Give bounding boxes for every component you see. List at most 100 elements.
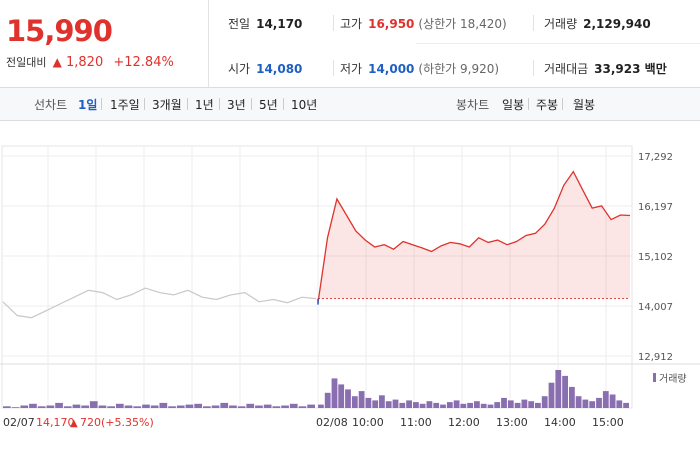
volume-bar [372, 400, 379, 408]
price-series-line [317, 170, 631, 303]
volume-bar [89, 401, 98, 408]
volume-bar [37, 406, 46, 408]
volume-bar [569, 386, 575, 408]
x-tick-label: 11:00 [400, 416, 432, 429]
tab-1day[interactable]: 1일 [78, 98, 98, 112]
volume-bar [528, 401, 535, 408]
volume-bar [281, 405, 289, 408]
chart-grid [0, 145, 700, 409]
volume-bar [494, 402, 501, 408]
volume-bar [46, 405, 55, 408]
volume-bar [142, 404, 150, 408]
volume-bar [72, 404, 81, 408]
y-tick-label: 17,292 [638, 152, 673, 163]
volume-legend-label: 거래량 [659, 373, 687, 385]
volume-bar [331, 378, 338, 408]
volume-bar [602, 391, 609, 408]
volume-bar [453, 400, 460, 408]
volume-bar [29, 403, 37, 408]
volume-bar [20, 405, 29, 408]
tab-1week[interactable]: 1주일 [110, 98, 140, 112]
volume-bar [318, 404, 324, 408]
volume-bar [345, 389, 351, 408]
volume-bar [237, 406, 246, 408]
volume-bar [548, 382, 555, 408]
volume-bar [419, 403, 426, 408]
volume-bar [3, 406, 11, 408]
volume-bar [487, 404, 494, 408]
volume-bar [365, 397, 372, 408]
volume-bar [460, 403, 467, 408]
tab-daily-candle[interactable]: 일봉 [502, 98, 525, 112]
y-tick-label: 15,102 [638, 252, 673, 263]
volume-bar [609, 394, 616, 408]
tab-10year[interactable]: 10년 [291, 98, 318, 112]
x-tick-label: 14:00 [544, 416, 576, 429]
plot-frame [1, 145, 633, 409]
tab-3year[interactable]: 3년 [227, 98, 246, 112]
x-axis-ticks: 02/08 10:00 11:00 12:00 13:00 14:00 15:00 [316, 416, 624, 429]
volume-bar [289, 403, 298, 408]
y-tick-label: 16,197 [638, 202, 673, 213]
stat-volume: 거래량 2,129,940 [544, 17, 651, 31]
volume-bar [541, 396, 548, 408]
volume-bar [399, 402, 406, 408]
tab-weekly-candle[interactable]: 주봉 [536, 98, 559, 112]
volume-bar [81, 405, 89, 408]
volume-bar [358, 391, 365, 408]
prev-day-series [2, 287, 317, 319]
up-arrow-icon: ▲ [52, 55, 62, 69]
tab-1year[interactable]: 1년 [195, 98, 214, 112]
stat-high: 고가 16,950 (상한가 18,420) [340, 17, 507, 31]
stat-open: 시가 14,080 [228, 62, 303, 76]
prev-day-summary: 02/07 14,170 ▲ 720 (+5.35%) [3, 416, 154, 429]
volume-bar [176, 405, 185, 408]
x-tick-label: 10:00 [352, 416, 384, 429]
quote-stats: 전일 14,170 고가 16,950 (상한가 18,420) 거래량 2,129,9… [208, 0, 700, 87]
volume-bar [194, 403, 202, 408]
volume-bar [474, 401, 480, 408]
change-percent: +12.84% [113, 55, 174, 70]
volume-bar [324, 392, 331, 408]
volume-bar [55, 402, 63, 408]
tab-monthly-candle[interactable]: 월봉 [573, 98, 596, 112]
prev-percent: (+5.35%) [101, 416, 154, 429]
volume-bar [623, 402, 629, 408]
volume-legend: 거래량 [653, 373, 687, 385]
stat-amount: 거래대금 33,923 백만 [544, 62, 667, 76]
volume-bar [351, 396, 358, 408]
line-chart-label: 선차트 [34, 98, 68, 112]
tab-5year[interactable]: 5년 [259, 98, 278, 112]
volume-bar [203, 406, 211, 408]
prev-change: 720 [80, 416, 101, 429]
volume-bar [63, 406, 72, 408]
volume-bars [3, 370, 629, 408]
volume-bar [379, 395, 385, 408]
volume-bar [501, 397, 507, 408]
volume-bar [150, 405, 159, 408]
prev-up-arrow-icon: ▲ [70, 418, 78, 429]
volume-bar [406, 400, 412, 408]
x-tick-label: 15:00 [592, 416, 624, 429]
volume-bar [507, 400, 514, 408]
current-price: 15,990 [6, 14, 113, 48]
volume-bar [159, 402, 168, 408]
volume-bar [413, 402, 419, 408]
volume-bar [596, 397, 602, 408]
volume-bar [616, 400, 623, 408]
volume-bar [11, 407, 20, 408]
volume-bar [307, 404, 315, 408]
x-tick-label: 12:00 [448, 416, 480, 429]
volume-bar [385, 401, 392, 408]
volume-bar [272, 406, 281, 408]
tab-3month[interactable]: 3개월 [152, 98, 182, 112]
chart-tabs: 선차트 1일 1주일 3개월 1년 3년 5년 10년 봉차트 일봉 주봉 월봉 [0, 88, 700, 121]
volume-bar [440, 404, 446, 408]
volume-bar [426, 401, 433, 408]
volume-bar [220, 402, 229, 408]
volume-bar [116, 403, 124, 408]
volume-bar [168, 406, 176, 408]
price-chart[interactable]: 17,292 16,197 15,102 14,007 12,912 02/08 10:0… [0, 120, 700, 450]
y-axis-ticks: 17,292 16,197 15,102 14,007 12,912 [2, 152, 673, 363]
stat-low: 저가 14,000 (하한가 9,920) [340, 62, 500, 76]
